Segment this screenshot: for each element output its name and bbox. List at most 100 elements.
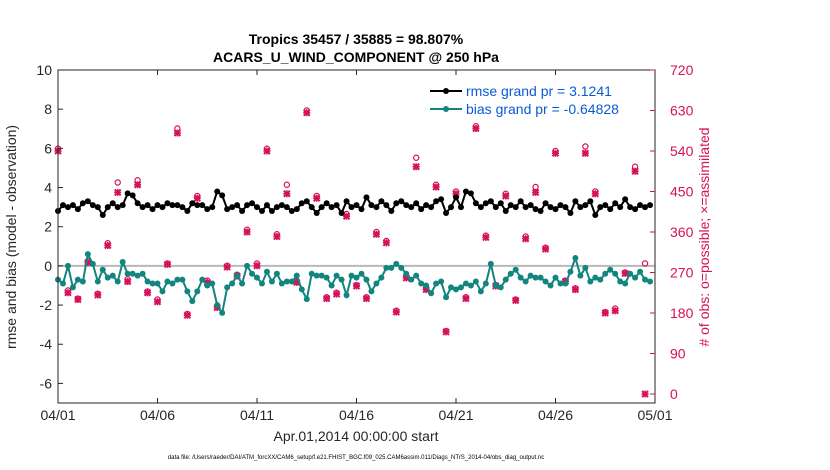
y-tick-label: 6 [44,140,52,156]
rmse-series-point [477,204,484,211]
rmse-series-point [398,198,405,205]
bias-series-point [189,298,196,305]
bias-series-point [209,280,216,287]
x-tick-label: 05/01 [637,407,672,423]
rmse-series-point [443,209,450,216]
x-tick-label: 04/21 [438,407,473,423]
obs-assimilated-marker [432,183,440,191]
rmse-series-point [254,204,260,211]
rmse-series-point [303,198,310,205]
y-tick-label: 10 [36,62,52,78]
bias-series-point [169,280,176,287]
y-right-tick-label: 360 [670,224,694,240]
y-right-tick-label: 720 [670,62,694,78]
rmse-series-point [363,194,370,201]
rmse-series-point [517,198,524,205]
rmse-series-point [328,204,335,211]
bias-series-point [413,272,420,279]
rmse-series-point [154,202,161,209]
rmse-series-point [413,200,420,207]
bias-series-point [219,309,226,316]
rmse-series-point [522,204,529,211]
legend-bias-label: bias grand pr = -0.64828 [466,101,619,117]
obs-assimilated-marker [113,188,122,197]
rmse-series-point [472,200,479,207]
y-axis-label: rmse and bias (model - observation) [3,125,19,349]
series-layer [54,107,654,398]
bias-series-point [587,278,594,285]
bias-series-point [224,284,231,291]
bias-series-point [602,270,609,277]
y-axis-right-label: # of obs: o=possible; ×=assimilated [696,127,712,346]
rmse-series-point [622,196,629,203]
bias-series-point [433,280,440,287]
y-right-tick-label: 0 [670,386,678,402]
rmse-series-point [607,206,614,213]
rmse-series-point [298,200,305,207]
bias-series-point [338,276,345,283]
obs-assimilated-marker [482,233,490,242]
bias-series-point [567,268,574,275]
bias-series-point [482,280,489,287]
rmse-series-point [169,202,176,209]
bias-series-point [298,286,305,293]
rmse-series-point [104,204,111,211]
legend: rmse grand pr = 3.1241 bias grand pr = -… [430,83,619,117]
legend-bias-marker [443,106,449,112]
obs-assimilated-marker [551,149,560,157]
rmse-series-point [293,206,300,213]
chart-subtitle: ACARS_U_WIND_COMPONENT @ 250 hPa [213,49,499,65]
bias-series-point [428,290,435,297]
rmse-series-point [497,200,504,207]
bias-series-point [497,284,504,291]
obs-assimilated-marker [581,149,590,157]
bias-series-point [642,276,649,283]
bias-series-point [333,272,340,279]
bias-series-point [477,288,484,295]
obs-assimilated-marker [123,277,132,286]
obs-assimilated-marker [163,260,172,269]
bias-series-point [512,266,519,273]
bias-series-point [398,264,405,271]
rmse-series-point [283,204,290,211]
bias-series-point [99,266,106,273]
bias-series-point [597,276,604,283]
rmse-series-point [403,202,410,209]
bias-series-point [467,282,474,289]
rmse-series-point [249,200,256,207]
rmse-series-point [557,202,564,209]
obs-assimilated-marker [472,124,480,133]
bias-series-point [547,282,554,289]
obs-assimilated-marker [641,390,649,398]
bias-series-point [278,280,285,287]
bias-series-point [293,272,300,279]
rmse-series-point [552,206,559,213]
rmse-series-point [492,204,499,211]
rmse-series-point [94,204,101,211]
bias-series-point [124,270,131,277]
rmse-series-point [587,198,594,205]
rmse-series-point [114,204,121,211]
bias-series-point [557,280,564,287]
bias-series-point [373,280,380,287]
rmse-series-point [199,202,206,209]
bias-series-point [507,270,514,277]
bias-series-point [159,288,166,295]
bias-series-point [522,278,529,285]
bias-series-point [119,258,126,265]
obs-assimilated-marker [541,245,550,253]
bias-series-point [204,282,211,289]
obs-assimilated-marker [303,109,311,117]
obs-assimilated-marker [462,294,470,303]
obs-assimilated-marker [342,212,351,220]
obs-possible-marker [413,154,420,161]
bias-series-point [348,272,355,279]
obs-assimilated-marker [253,262,261,270]
bias-series-point [149,280,156,287]
rmse-series-point [542,200,549,207]
rmse-series-point [288,208,295,215]
bias-series-point [572,255,579,262]
rmse-series-point [423,202,430,209]
bias-series-point [194,288,201,295]
rmse-series-point [502,208,509,215]
